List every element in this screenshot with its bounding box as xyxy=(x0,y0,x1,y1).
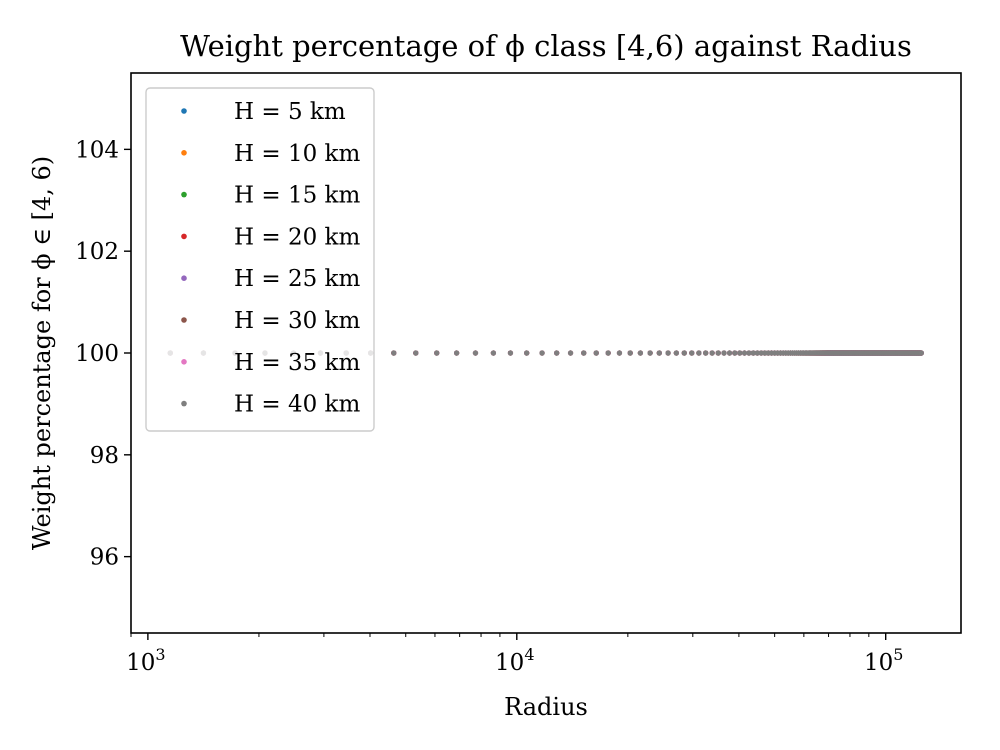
legend-label-2: H = 15 km xyxy=(234,183,360,209)
legend-marker-2 xyxy=(181,191,187,198)
data-point-series-7-39 xyxy=(741,350,748,356)
data-point-series-7-42 xyxy=(754,350,760,356)
data-point-series-7-12 xyxy=(472,350,479,356)
data-points xyxy=(167,350,924,356)
data-point-series-7-16 xyxy=(539,350,545,356)
legend-marker-4 xyxy=(181,275,187,282)
data-point-series-7-18 xyxy=(567,350,574,356)
legend-marker-5 xyxy=(181,317,187,323)
data-point-series-7-17 xyxy=(554,350,560,356)
y-axis-label: Weight percentage for ϕ ∈ [4, 6) xyxy=(28,156,56,550)
x-tick-label-2: 105 xyxy=(864,645,903,676)
data-point-series-7-34 xyxy=(715,350,721,356)
y-tick-label-4: 104 xyxy=(75,137,119,163)
data-point-series-7-15 xyxy=(524,350,530,356)
legend-label-7: H = 40 km xyxy=(234,392,360,418)
data-point-series-7-23 xyxy=(627,350,633,356)
data-point-series-7-21 xyxy=(605,350,611,356)
legend-label-6: H = 35 km xyxy=(234,350,360,376)
data-point-series-7-37 xyxy=(732,350,738,356)
data-point-series-7-29 xyxy=(681,350,687,356)
data-point-series-7-40 xyxy=(746,350,752,356)
legend-label-1: H = 10 km xyxy=(234,141,360,167)
y-tick-label-1: 98 xyxy=(90,443,119,469)
legend-marker-3 xyxy=(181,233,187,240)
data-point-series-7-32 xyxy=(703,350,709,356)
y-tick-label-0: 96 xyxy=(90,545,119,571)
axes: 103 104 105 96 98 100 102 104 xyxy=(75,72,962,676)
data-point-series-7-41 xyxy=(750,350,756,356)
data-point-series-7-28 xyxy=(673,350,679,356)
legend-label-0: H = 5 km xyxy=(234,99,346,125)
legend-marker-0 xyxy=(181,108,187,114)
data-point-series-7-11 xyxy=(454,350,460,356)
data-point-series-7-30 xyxy=(689,350,695,356)
data-point-series-7-24 xyxy=(637,350,644,356)
data-point-series-7-20 xyxy=(593,350,599,356)
legend-marker-6 xyxy=(181,359,187,365)
data-point-series-7-27 xyxy=(665,350,671,356)
chart-title: Weight percentage of ϕ class [4,6) again… xyxy=(180,29,912,63)
x-tick-label-1: 104 xyxy=(495,645,534,676)
data-point-series-7-35 xyxy=(721,350,727,356)
legend-label-4: H = 25 km xyxy=(234,266,360,292)
y-tick-label-2: 100 xyxy=(75,341,119,367)
legend: H = 5 km H = 10 km H = 15 km H = 20 km H = 2… xyxy=(145,87,375,432)
data-point-series-7-14 xyxy=(507,350,514,356)
data-point-series-7-8 xyxy=(391,350,397,356)
legend-label-5: H = 30 km xyxy=(234,308,360,334)
data-point-series-7-13 xyxy=(490,350,497,356)
legend-marker-7 xyxy=(181,400,187,407)
y-tick-label-3: 102 xyxy=(75,239,119,265)
data-point-series-7-26 xyxy=(656,350,662,356)
data-point-series-7-22 xyxy=(616,350,623,356)
legend-label-3: H = 20 km xyxy=(234,224,360,250)
data-point-series-7-9 xyxy=(413,350,419,356)
data-point-series-7-25 xyxy=(647,350,653,356)
data-point-series-7-19 xyxy=(581,350,587,356)
data-point-series-7-43 xyxy=(758,350,764,356)
data-point-series-7-38 xyxy=(737,350,743,356)
x-axis-label: Radius xyxy=(504,693,588,721)
data-point-series-7-10 xyxy=(434,350,440,356)
x-tick-label-0: 103 xyxy=(126,645,165,676)
legend-box xyxy=(145,87,375,432)
data-point-series-7-511 xyxy=(918,350,924,356)
data-point-series-7-33 xyxy=(709,350,715,356)
legend-marker-1 xyxy=(181,150,187,156)
data-point-series-7-31 xyxy=(696,350,702,356)
data-point-series-7-36 xyxy=(726,350,733,356)
